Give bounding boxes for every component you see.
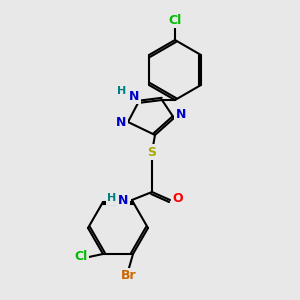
Text: Cl: Cl <box>168 14 182 26</box>
Text: N: N <box>176 107 186 121</box>
Text: H: H <box>117 86 127 96</box>
Text: N: N <box>118 194 128 206</box>
Text: S: S <box>148 146 157 158</box>
Text: Br: Br <box>121 269 137 283</box>
Text: N: N <box>116 116 126 128</box>
Text: O: O <box>173 191 183 205</box>
Text: H: H <box>107 193 117 203</box>
Text: Cl: Cl <box>74 250 88 263</box>
Text: N: N <box>129 89 139 103</box>
